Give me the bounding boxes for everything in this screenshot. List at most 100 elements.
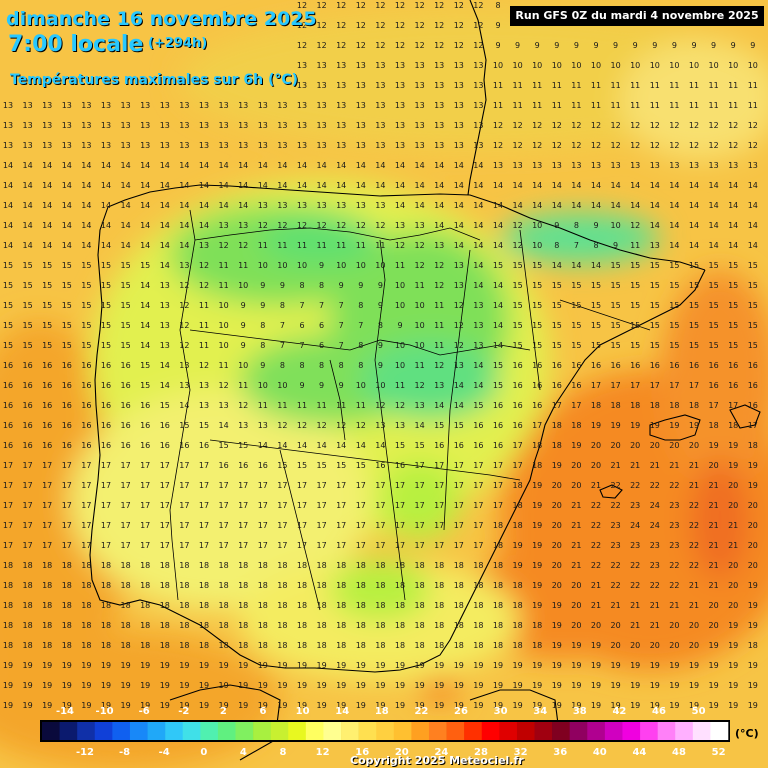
- grid-value: 14: [611, 201, 621, 210]
- grid-value: 15: [297, 461, 307, 470]
- map-variable-title: Températures maximales sur 6h (°C): [10, 72, 299, 88]
- grid-value: 19: [532, 581, 542, 590]
- grid-value: 17: [434, 481, 444, 490]
- grid-value: 14: [62, 241, 72, 250]
- grid-value: 13: [81, 121, 91, 130]
- grid-value: 19: [748, 481, 758, 490]
- grid-value: 19: [571, 441, 581, 450]
- grid-value: 19: [199, 661, 209, 670]
- grid-value: 18: [179, 601, 189, 610]
- grid-value: 15: [611, 321, 621, 330]
- grid-value: 11: [395, 261, 405, 270]
- grid-value: 13: [238, 421, 248, 430]
- grid-value: 11: [356, 241, 366, 250]
- grid-value: 11: [728, 81, 738, 90]
- grid-value: 17: [81, 541, 91, 550]
- grid-value: 19: [709, 681, 719, 690]
- grid-value: 17: [160, 541, 170, 550]
- grid-value: 12: [454, 1, 464, 10]
- grid-value: 7: [339, 301, 344, 310]
- grid-value: 12: [552, 141, 562, 150]
- grid-value: 14: [297, 161, 307, 170]
- grid-value: 14: [375, 181, 385, 190]
- grid-value: 9: [515, 41, 520, 50]
- grid-value: 19: [532, 521, 542, 530]
- grid-value: 17: [709, 401, 719, 410]
- grid-value: 11: [258, 241, 268, 250]
- grid-value: 15: [571, 281, 581, 290]
- grid-value: 17: [356, 541, 366, 550]
- grid-value: 13: [199, 241, 209, 250]
- grid-value: 11: [434, 341, 444, 350]
- grid-value: 14: [140, 221, 150, 230]
- grid-value: 10: [571, 61, 581, 70]
- grid-value: 18: [415, 561, 425, 570]
- grid-value: 13: [473, 341, 483, 350]
- grid-value: 16: [3, 421, 13, 430]
- grid-value: 19: [395, 681, 405, 690]
- grid-value: 15: [62, 341, 72, 350]
- grid-value: 18: [513, 501, 523, 510]
- coastlines: [89, 0, 761, 761]
- legend-swatch: [587, 722, 606, 740]
- grid-value: 18: [552, 441, 562, 450]
- grid-value: 13: [140, 141, 150, 150]
- grid-value: 17: [42, 461, 52, 470]
- grid-value: 13: [434, 101, 444, 110]
- grid-value: 15: [3, 281, 13, 290]
- grid-value: 17: [473, 541, 483, 550]
- grid-value: 11: [336, 241, 346, 250]
- grid-value: 14: [179, 221, 189, 230]
- grid-value: 10: [297, 261, 307, 270]
- grid-value: 19: [552, 661, 562, 670]
- grid-value: 20: [611, 641, 621, 650]
- grid-value: 23: [630, 541, 640, 550]
- grid-value: 14: [238, 201, 248, 210]
- grid-value: 14: [669, 181, 679, 190]
- grid-value: 15: [728, 261, 738, 270]
- grid-value: 18: [454, 561, 464, 570]
- grid-value: 18: [42, 621, 52, 630]
- grid-value: 11: [258, 401, 268, 410]
- grid-value: 15: [513, 261, 523, 270]
- grid-value: 14: [23, 161, 33, 170]
- legend-label-top: 42: [612, 706, 626, 717]
- grid-value: 18: [473, 641, 483, 650]
- grid-value: 14: [42, 221, 52, 230]
- grid-value: 9: [554, 221, 559, 230]
- grid-value: 17: [23, 481, 33, 490]
- grid-value: 17: [317, 481, 327, 490]
- grid-value: 14: [454, 161, 464, 170]
- grid-value: 13: [258, 141, 268, 150]
- grid-value: 17: [454, 521, 464, 530]
- grid-value: 14: [689, 241, 699, 250]
- grid-value: 10: [748, 61, 758, 70]
- grid-value: 18: [493, 541, 503, 550]
- grid-value: 14: [81, 241, 91, 250]
- grid-value: 15: [728, 341, 738, 350]
- copyright-notice: Copyright 2025 Meteociel.fr: [350, 754, 524, 767]
- grid-value: 16: [571, 381, 581, 390]
- grid-value: 14: [709, 181, 719, 190]
- grid-value: 14: [81, 201, 91, 210]
- grid-value: 16: [513, 401, 523, 410]
- grid-value: 12: [395, 401, 405, 410]
- grid-value: 13: [513, 161, 523, 170]
- grid-value: 17: [121, 481, 131, 490]
- grid-value: 19: [611, 421, 621, 430]
- grid-value: 13: [3, 121, 13, 130]
- grid-value: 17: [728, 401, 738, 410]
- grid-value: 19: [591, 641, 601, 650]
- grid-value: 14: [199, 181, 209, 190]
- grid-value: 17: [415, 541, 425, 550]
- grid-value: 11: [591, 101, 601, 110]
- grid-value: 20: [669, 621, 679, 630]
- grid-value: 11: [650, 101, 660, 110]
- grid-value: 11: [513, 101, 523, 110]
- grid-value: 21: [669, 601, 679, 610]
- grid-value: 15: [513, 321, 523, 330]
- grid-value: 13: [454, 61, 464, 70]
- grid-value: 17: [179, 521, 189, 530]
- grid-value: 12: [650, 141, 660, 150]
- grid-value: 14: [375, 441, 385, 450]
